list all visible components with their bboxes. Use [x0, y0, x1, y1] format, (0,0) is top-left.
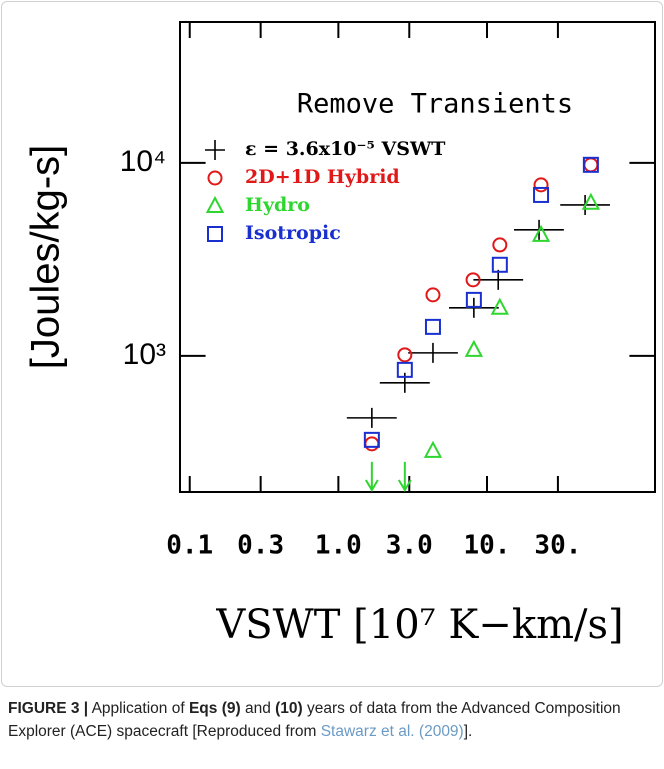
circle-marker [425, 287, 441, 303]
upper-limit-arrow [364, 461, 379, 492]
plot-frame [179, 21, 656, 493]
x-tick-label: 0.1 [166, 531, 213, 561]
circle-marker [364, 436, 380, 452]
triangle-marker [423, 440, 443, 458]
caption-text: years of data from the Advanced Composit… [8, 700, 621, 740]
x-tick-label: 10. [464, 531, 511, 561]
square-marker [582, 156, 599, 173]
square-marker [533, 186, 550, 203]
legend-label: Isotropic [245, 222, 341, 244]
caption-text: Application of [88, 700, 189, 717]
square-marker [491, 256, 508, 273]
chart: Remove Transients [Joules/kg-s] VSWT [10… [24, 21, 656, 648]
square-marker [363, 431, 380, 448]
circle-marker [583, 157, 599, 173]
caption-reference[interactable]: Stawarz et al. (2009) [320, 723, 464, 740]
triangle-marker [205, 195, 225, 213]
caption-eq: (10) [275, 700, 303, 717]
y-axis-label: [Joules/kg-s] [24, 145, 68, 370]
figure-frame [1, 1, 663, 687]
x-tick-label: 0.3 [237, 531, 284, 561]
square-marker [396, 361, 413, 378]
x-axis-label: VSWT [10⁷ K−km/s] [215, 602, 623, 648]
circle-marker [492, 237, 508, 253]
annotation: Remove Transients [297, 89, 573, 120]
circle-marker [533, 177, 549, 193]
legend-label: Hydro [245, 194, 310, 216]
circle-marker [207, 170, 223, 186]
legend-label: ε = 3.6x10⁻⁵ VSWT [245, 138, 445, 160]
x-tick-label: 3.0 [386, 531, 433, 561]
circle-marker [397, 347, 413, 363]
square-marker [207, 226, 223, 242]
caption-text: and [240, 700, 276, 717]
x-tick-label: 1.0 [315, 531, 362, 561]
caption: FIGURE 3 | Application of Eqs (9) and (1… [8, 697, 658, 743]
caption-label: FIGURE 3 | [8, 700, 89, 717]
square-marker [424, 318, 441, 335]
caption-text: ]. [463, 723, 473, 740]
circle-marker [465, 272, 481, 288]
caption-eq: Eqs (9) [188, 700, 241, 717]
triangle-marker [581, 192, 601, 210]
triangle-marker [531, 224, 551, 242]
triangle-marker [464, 339, 484, 357]
y-tick-label: 10⁴ [120, 145, 166, 178]
square-marker [465, 291, 482, 308]
y-tick-label: 10³ [123, 338, 166, 371]
legend-label: 2D+1D Hybrid [245, 166, 400, 188]
triangle-marker [490, 297, 510, 315]
upper-limit-arrow [397, 461, 412, 492]
x-tick-label: 30. [534, 531, 581, 561]
